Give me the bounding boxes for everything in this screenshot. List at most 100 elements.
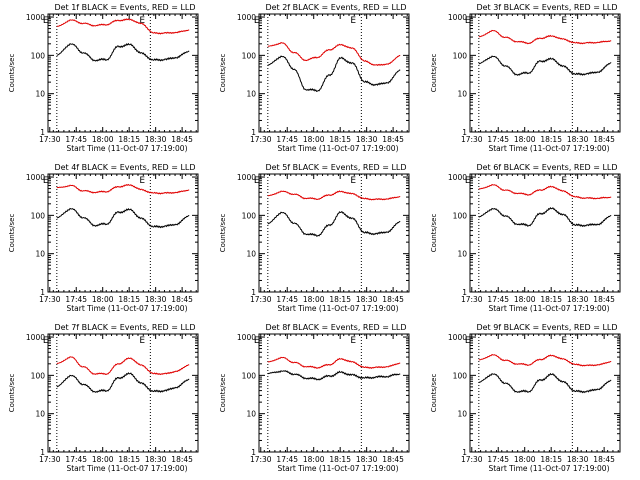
- y-tick-label: 100: [453, 51, 468, 60]
- panel-title: Det 1f BLACK = Events, RED = LLD: [54, 3, 195, 12]
- x-tick-label: 18:45: [593, 295, 615, 304]
- x-axis-label: Start Time (11-Oct-07 17:19:00): [277, 144, 398, 153]
- x-tick-label: 18:30: [145, 135, 167, 144]
- x-tick-label: 17:30: [461, 295, 483, 304]
- x-tick-label: 17:45: [487, 135, 509, 144]
- y-tick-label: 1: [40, 448, 45, 457]
- x-tick-label: 18:15: [329, 135, 351, 144]
- x-tick-label: 17:30: [461, 135, 483, 144]
- y-tick-label: 100: [242, 211, 257, 220]
- events-series-line: [267, 370, 401, 381]
- plot-frame: [47, 173, 199, 293]
- e-marker: E: [350, 176, 356, 186]
- y-tick-label: 100: [453, 371, 468, 380]
- x-tick-label: 17:45: [487, 455, 509, 464]
- x-tick-label: 18:15: [329, 455, 351, 464]
- x-tick-label: 17:30: [39, 135, 61, 144]
- x-tick-label: 18:45: [593, 135, 615, 144]
- panel-det-2: Det 2f BLACK = Events, RED = LLD 1 10 100 10…: [219, 3, 410, 153]
- y-axis-label: Counts/sec: [219, 214, 227, 253]
- e-marker: E: [561, 16, 567, 26]
- lld-series-line: [478, 29, 612, 45]
- y-tick-label: 100: [31, 211, 46, 220]
- x-tick-label: 18:30: [356, 295, 378, 304]
- x-tick-label: 18:45: [171, 455, 193, 464]
- x-tick-label: 18:30: [567, 295, 589, 304]
- panel-det-4: Det 4f BLACK = Events, RED = LLD 1 10 100 10…: [8, 163, 199, 313]
- e-marker: E: [350, 336, 356, 346]
- y-axis-label: Counts/sec: [8, 374, 16, 413]
- x-tick-label: 18:15: [329, 295, 351, 304]
- y-tick-label: 1000: [26, 173, 45, 182]
- x-tick-label: 18:00: [303, 295, 325, 304]
- x-tick-label: 17:45: [276, 135, 298, 144]
- x-tick-label: 18:45: [382, 295, 404, 304]
- panel-det-3: Det 3f BLACK = Events, RED = LLD 1 10 100 10…: [430, 3, 621, 153]
- x-tick-label: 18:45: [171, 295, 193, 304]
- y-tick-label: 1: [251, 128, 256, 137]
- x-tick-label: 18:30: [145, 295, 167, 304]
- x-axis-label: Start Time (11-Oct-07 17:19:00): [277, 464, 398, 473]
- e-marker: E: [561, 176, 567, 186]
- y-tick-label: 1000: [26, 13, 45, 22]
- y-tick-label: 1000: [237, 333, 256, 342]
- x-tick-label: 17:45: [65, 295, 87, 304]
- y-tick-label: 10: [35, 410, 45, 419]
- y-tick-label: 100: [242, 371, 257, 380]
- y-tick-label: 10: [246, 410, 256, 419]
- y-axis-label: Counts/sec: [219, 54, 227, 93]
- plot-frame: [469, 333, 621, 453]
- y-tick-label: 1000: [448, 13, 467, 22]
- panel-title: Det 2f BLACK = Events, RED = LLD: [265, 3, 406, 12]
- x-tick-label: 18:00: [514, 455, 536, 464]
- x-tick-label: 17:45: [276, 455, 298, 464]
- y-tick-label: 1: [462, 128, 467, 137]
- x-axis-label: Start Time (11-Oct-07 17:19:00): [66, 144, 187, 153]
- x-tick-label: 18:30: [567, 135, 589, 144]
- y-tick-label: 1000: [237, 13, 256, 22]
- y-axis-label: Counts/sec: [8, 214, 16, 253]
- x-axis-label: Start Time (11-Oct-07 17:19:00): [66, 464, 187, 473]
- lld-series-line: [267, 356, 401, 369]
- y-tick-label: 1: [462, 448, 467, 457]
- x-tick-label: 18:45: [593, 455, 615, 464]
- y-tick-label: 10: [246, 90, 256, 99]
- events-series-line: [56, 42, 190, 62]
- x-tick-label: 17:45: [65, 455, 87, 464]
- x-tick-label: 18:00: [92, 295, 114, 304]
- panel-det-5: Det 5f BLACK = Events, RED = LLD 1 10 100 10…: [219, 163, 410, 313]
- y-tick-label: 10: [457, 250, 467, 259]
- events-series-line: [56, 207, 190, 229]
- x-tick-label: 18:30: [567, 455, 589, 464]
- e-marker: E: [139, 176, 145, 186]
- x-axis-label: Start Time (11-Oct-07 17:19:00): [66, 304, 187, 313]
- x-tick-label: 18:00: [303, 135, 325, 144]
- lld-series-line: [478, 354, 612, 367]
- panel-det-9: Det 9f BLACK = Events, RED = LLD 1 10 100 10…: [430, 323, 621, 473]
- panel-title: Det 4f BLACK = Events, RED = LLD: [54, 163, 195, 172]
- panel-det-1: Det 1f BLACK = Events, RED = LLD 1 10 100 10…: [8, 3, 199, 153]
- x-tick-label: 18:30: [356, 455, 378, 464]
- lld-series-line: [56, 356, 190, 376]
- events-series-line: [267, 210, 401, 237]
- x-tick-label: 18:00: [514, 295, 536, 304]
- events-series-line: [478, 55, 612, 76]
- x-tick-label: 18:00: [92, 455, 114, 464]
- e-marker: E: [465, 16, 471, 26]
- e-marker: E: [254, 16, 260, 26]
- panel-title: Det 5f BLACK = Events, RED = LLD: [265, 163, 406, 172]
- y-tick-label: 1: [251, 288, 256, 297]
- x-tick-label: 18:30: [356, 135, 378, 144]
- y-tick-label: 1000: [237, 173, 256, 182]
- y-tick-label: 10: [457, 90, 467, 99]
- panel-det-8: Det 8f BLACK = Events, RED = LLD 1 10 100 10…: [219, 323, 410, 473]
- e-marker: E: [465, 336, 471, 346]
- plot-frame: [469, 13, 621, 133]
- x-tick-label: 18:45: [171, 135, 193, 144]
- x-tick-label: 18:15: [540, 455, 562, 464]
- y-tick-label: 100: [31, 51, 46, 60]
- panel-title: Det 3f BLACK = Events, RED = LLD: [476, 3, 617, 12]
- panel-det-6: Det 6f BLACK = Events, RED = LLD 1 10 100 10…: [430, 163, 621, 313]
- y-tick-label: 10: [35, 250, 45, 259]
